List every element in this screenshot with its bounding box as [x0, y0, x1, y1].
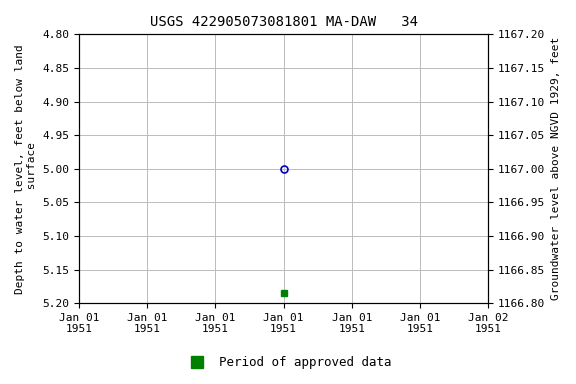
Y-axis label: Depth to water level, feet below land
 surface: Depth to water level, feet below land su…: [15, 44, 37, 294]
Y-axis label: Groundwater level above NGVD 1929, feet: Groundwater level above NGVD 1929, feet: [551, 37, 561, 300]
Title: USGS 422905073081801 MA-DAW   34: USGS 422905073081801 MA-DAW 34: [150, 15, 418, 29]
Legend: Period of approved data: Period of approved data: [179, 351, 397, 374]
